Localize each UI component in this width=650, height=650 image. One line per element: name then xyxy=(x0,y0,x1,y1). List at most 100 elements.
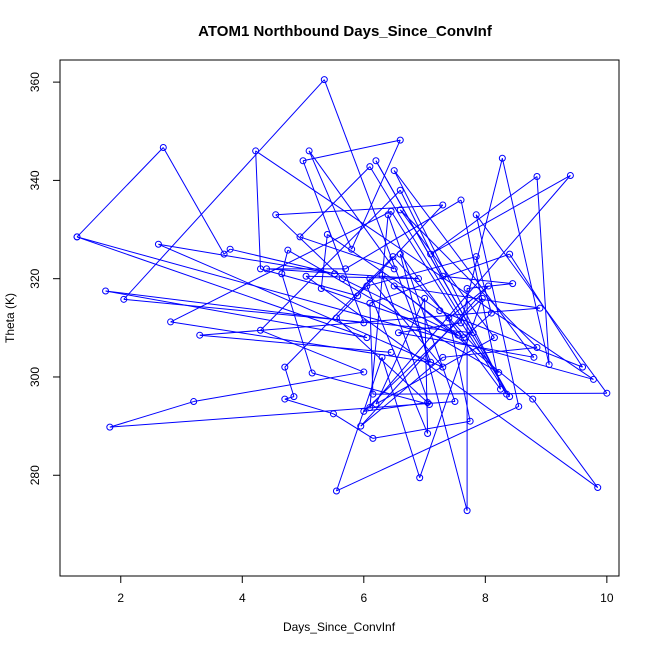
data-point xyxy=(226,245,234,253)
data-point xyxy=(378,353,386,361)
data-point xyxy=(427,358,435,366)
series-line xyxy=(73,76,611,515)
x-tick-label: 2 xyxy=(117,591,124,605)
series-segment xyxy=(255,150,262,269)
data-point xyxy=(73,233,81,241)
series-segment xyxy=(430,175,571,255)
series-segment xyxy=(170,321,431,363)
data-point xyxy=(454,331,462,339)
series-segment xyxy=(345,199,462,270)
series-segment xyxy=(199,334,392,353)
data-point xyxy=(120,295,128,303)
data-point xyxy=(357,422,365,430)
series-segment xyxy=(372,420,471,439)
series-segment xyxy=(299,166,371,238)
data-point xyxy=(366,275,374,283)
series-segment xyxy=(306,275,419,280)
data-point xyxy=(320,76,328,84)
series-segment xyxy=(284,396,295,400)
series-segment xyxy=(105,290,367,339)
series-segment xyxy=(390,211,508,395)
x-tick-label: 8 xyxy=(482,591,489,605)
series-segment xyxy=(360,356,444,427)
data-point xyxy=(252,147,260,155)
x-axis-label: Days_Since_ConvInf xyxy=(283,620,396,634)
series-segment xyxy=(260,268,358,297)
series-segment xyxy=(266,268,419,280)
series-segment xyxy=(162,147,225,255)
data-point xyxy=(463,507,471,515)
data-point xyxy=(529,395,537,403)
series-segment xyxy=(475,256,492,314)
data-point xyxy=(589,375,597,383)
series-segment xyxy=(399,253,468,511)
data-point xyxy=(416,474,424,482)
data-point xyxy=(366,403,374,411)
data-point xyxy=(332,487,340,495)
data-point xyxy=(445,314,453,322)
x-axis: 2 4 6 8 10 xyxy=(117,576,614,605)
series-segment xyxy=(284,256,394,368)
data-point xyxy=(389,253,397,261)
data-point xyxy=(159,143,167,151)
data-point xyxy=(439,272,447,280)
data-point xyxy=(332,314,340,322)
series-segment xyxy=(123,79,325,300)
series-segment xyxy=(342,278,459,336)
data-point xyxy=(281,395,289,403)
series-segment xyxy=(321,288,465,339)
data-point xyxy=(154,240,162,248)
plot-frame xyxy=(59,59,620,577)
data-point xyxy=(490,334,498,342)
x-tick-label: 10 xyxy=(600,591,614,605)
data-point xyxy=(463,285,471,293)
series-segment xyxy=(393,285,459,336)
data-point xyxy=(396,250,404,258)
data-point xyxy=(497,385,505,393)
series-segment xyxy=(158,243,443,368)
series-segment xyxy=(76,236,368,339)
y-tick-label: 360 xyxy=(28,72,42,92)
data-point xyxy=(509,280,517,288)
series-segment xyxy=(393,170,508,395)
data-point xyxy=(190,398,198,406)
series-segment xyxy=(439,310,583,368)
data-point xyxy=(284,246,292,254)
series-segment xyxy=(260,189,401,331)
data-point xyxy=(495,369,503,377)
data-point xyxy=(366,299,374,307)
data-point xyxy=(102,287,110,295)
data-point xyxy=(439,363,447,371)
data-point xyxy=(506,250,514,258)
series-segment xyxy=(369,303,374,395)
data-point xyxy=(469,329,477,337)
data-point xyxy=(460,334,468,342)
series-segment xyxy=(199,307,541,336)
data-point xyxy=(457,196,465,204)
data-point xyxy=(308,369,316,377)
data-point xyxy=(366,163,374,171)
y-tick-label: 300 xyxy=(28,367,42,387)
data-point xyxy=(196,331,204,339)
series-segment xyxy=(109,401,194,428)
data-point xyxy=(533,343,541,351)
data-point xyxy=(369,434,377,442)
series-segment xyxy=(335,357,383,492)
series-segment xyxy=(275,214,343,280)
data-point xyxy=(363,282,371,290)
data-point xyxy=(360,368,368,376)
data-point xyxy=(290,393,298,401)
y-tick-label: 320 xyxy=(28,268,42,288)
data-point xyxy=(372,400,380,408)
data-point xyxy=(263,265,271,273)
series-segment xyxy=(369,278,444,368)
series-segment xyxy=(260,329,364,373)
series-segment xyxy=(76,147,164,238)
series-segment xyxy=(299,236,395,270)
series-segment xyxy=(399,209,495,338)
data-point xyxy=(424,429,432,437)
x-tick-label: 4 xyxy=(239,591,246,605)
data-point xyxy=(390,167,398,175)
data-point xyxy=(396,186,404,194)
